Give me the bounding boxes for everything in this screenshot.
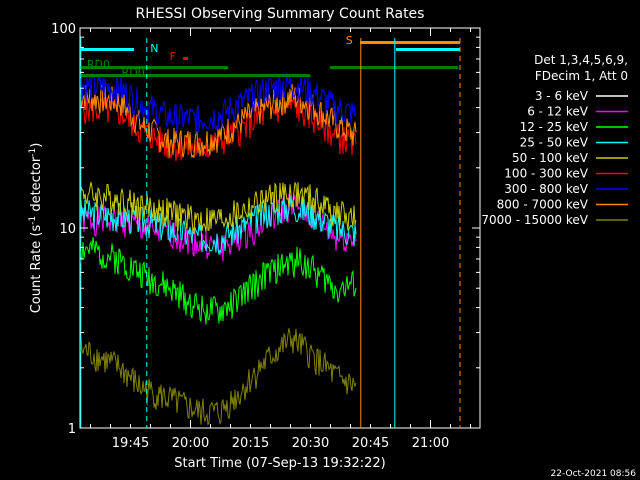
flag-bar: [183, 57, 188, 60]
flag-bar: [360, 41, 460, 44]
flag-label: RD0: [122, 66, 145, 79]
flag-label: RD0: [87, 58, 110, 71]
series-line-0: [80, 237, 345, 364]
legend-label: 100 - 300 keV: [504, 167, 588, 181]
legend-header-line-1: Det 1,3,4,5,6,9,: [534, 53, 628, 67]
y-tick-label: 100: [51, 22, 76, 37]
flag-label: F: [170, 50, 176, 63]
legend-label: 3 - 6 keV: [535, 89, 589, 103]
data-layer: [80, 72, 357, 426]
legend-label: 800 - 7000 keV: [497, 198, 589, 212]
y-axis-label-sup1: -1: [28, 216, 38, 225]
legend: Det 1,3,4,5,6,9, FDecim 1, Att 0 3 - 6 k…: [481, 53, 628, 227]
series-line-2: [80, 236, 357, 325]
y-axis-label-end: ): [29, 143, 44, 148]
x-tick-label: 21:00: [412, 436, 449, 451]
flag-label: S: [346, 34, 353, 47]
series-line-8: [80, 328, 357, 426]
x-tick-label: 20:00: [172, 436, 209, 451]
x-tick-label: 19:45: [112, 436, 149, 451]
x-tick-label: 20:30: [292, 436, 329, 451]
y-tick-label: 10: [59, 222, 76, 237]
y-axis-label-mid: detector: [29, 156, 44, 216]
legend-label: 7000 - 15000 keV: [481, 213, 588, 227]
series-line-6: [80, 72, 357, 135]
flag-bar: [396, 48, 460, 51]
y-axis-label: Count Rate (s-1 detector-1): [28, 143, 44, 314]
flag-label: N: [150, 42, 158, 55]
x-tick-label: 20:45: [352, 436, 389, 451]
chart-title: RHESSI Observing Summary Count Rates: [136, 6, 425, 22]
axis-layer: 100 10 1 19:45 20:00 20:15 20:30 20:45 21:00: [51, 22, 480, 451]
flag-bar: [330, 66, 458, 69]
x-axis-label: Start Time (07-Sep-13 19:32:22): [174, 456, 385, 471]
series-line-4: [80, 181, 357, 235]
legend-label: 6 - 12 keV: [527, 105, 589, 119]
x-tick-label: 20:15: [232, 436, 269, 451]
y-axis-label-main: Count Rate (s: [29, 225, 44, 314]
legend-header-line-2: FDecim 1, Att 0: [535, 69, 628, 83]
flag-bar: [80, 66, 228, 69]
legend-label: 300 - 800 keV: [504, 182, 588, 196]
legend-label: 12 - 25 keV: [520, 120, 589, 134]
legend-label: 25 - 50 keV: [520, 136, 589, 150]
flag-layer: RD0 RD0 NF S: [80, 34, 461, 428]
y-axis-label-sup2: -1: [28, 148, 38, 157]
flag-bar: [80, 74, 311, 77]
y-tick-label: 1: [68, 422, 76, 437]
footer-timestamp: 22-Oct-2021 08:56: [551, 469, 637, 479]
legend-label: 50 - 100 keV: [512, 151, 589, 165]
flag-bar: [80, 48, 134, 51]
